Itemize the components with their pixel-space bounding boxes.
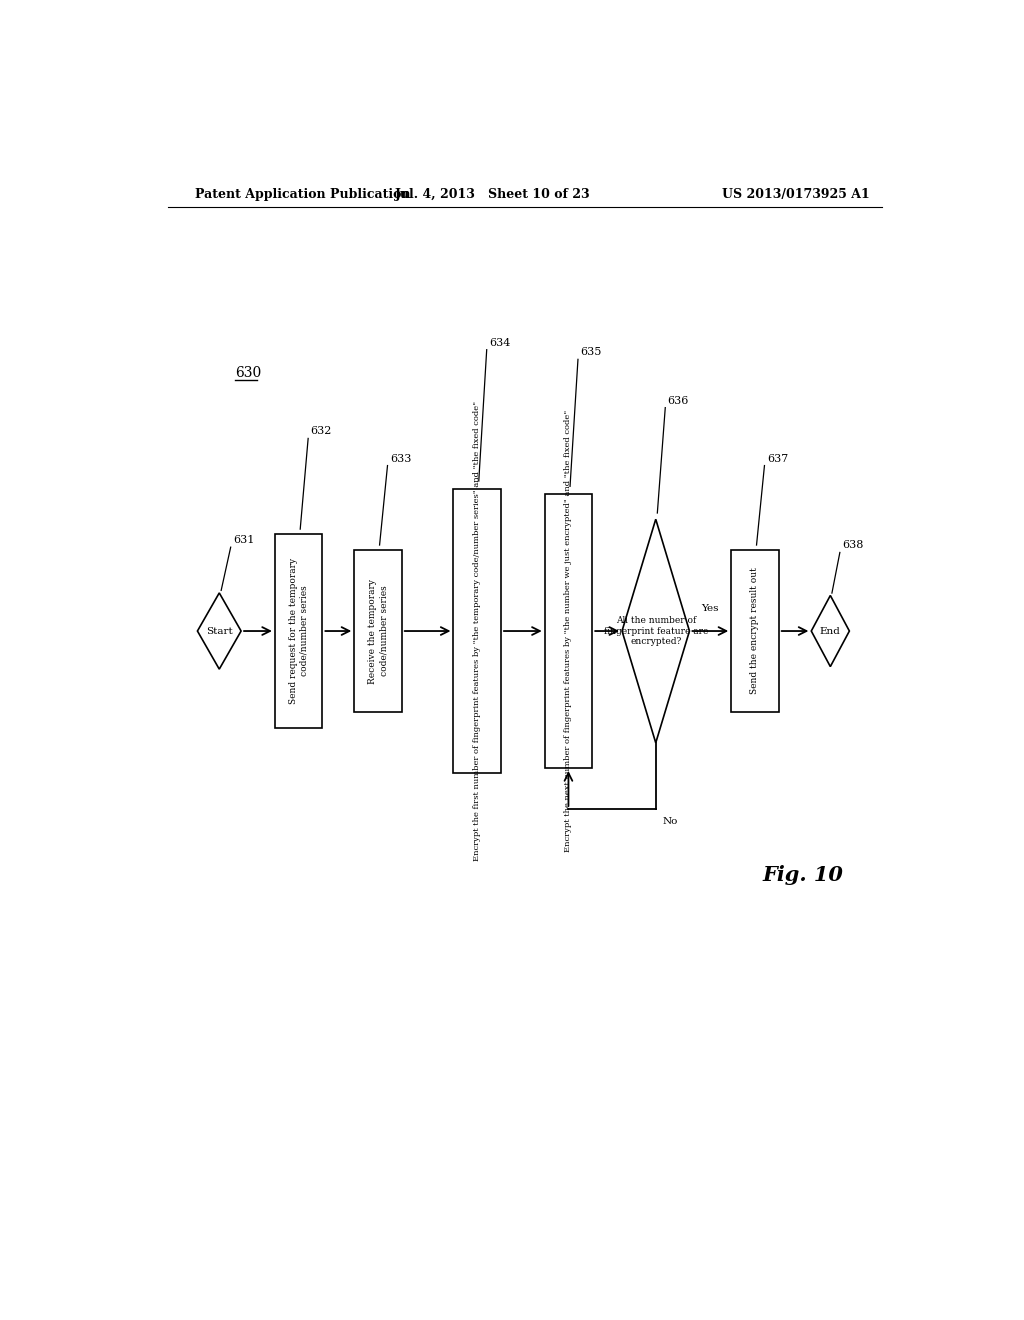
Text: 636: 636 [668,396,689,405]
Bar [454,488,501,774]
Text: US 2013/0173925 A1: US 2013/0173925 A1 [722,189,870,202]
Text: 633: 633 [390,454,412,463]
Bar [354,549,401,713]
Text: 637: 637 [767,454,788,463]
Bar [545,494,592,768]
Text: 630: 630 [236,366,261,380]
Text: All the number of
fingerprint feature are
encrypted?: All the number of fingerprint feature ar… [603,616,708,645]
Text: 635: 635 [581,347,602,358]
Text: Encrypt the first number of fingerprint features by "the temporary code/number s: Encrypt the first number of fingerprint … [473,401,481,861]
Text: Encrypt the next number of fingerprint features by "the number we just encrypted: Encrypt the next number of fingerprint f… [564,411,572,853]
Text: Send the encrypt result out: Send the encrypt result out [751,568,760,694]
Bar [731,549,779,713]
Text: Patent Application Publication: Patent Application Publication [196,189,411,202]
Text: Fig. 10: Fig. 10 [763,865,844,884]
Polygon shape [198,593,241,669]
Text: 638: 638 [842,540,863,550]
Text: End: End [820,627,841,635]
Text: 632: 632 [310,426,332,437]
Text: Send request for the temporary
code/number series: Send request for the temporary code/numb… [289,558,308,704]
Polygon shape [622,519,689,743]
Text: 631: 631 [233,535,254,545]
Text: Yes: Yes [701,603,719,612]
Text: Receive the temporary
code/number series: Receive the temporary code/number series [368,578,388,684]
Text: 634: 634 [489,338,510,347]
Bar [274,535,323,727]
Text: Jul. 4, 2013   Sheet 10 of 23: Jul. 4, 2013 Sheet 10 of 23 [395,189,591,202]
Text: No: No [663,817,678,826]
Text: Start: Start [206,627,232,635]
Polygon shape [811,595,849,667]
